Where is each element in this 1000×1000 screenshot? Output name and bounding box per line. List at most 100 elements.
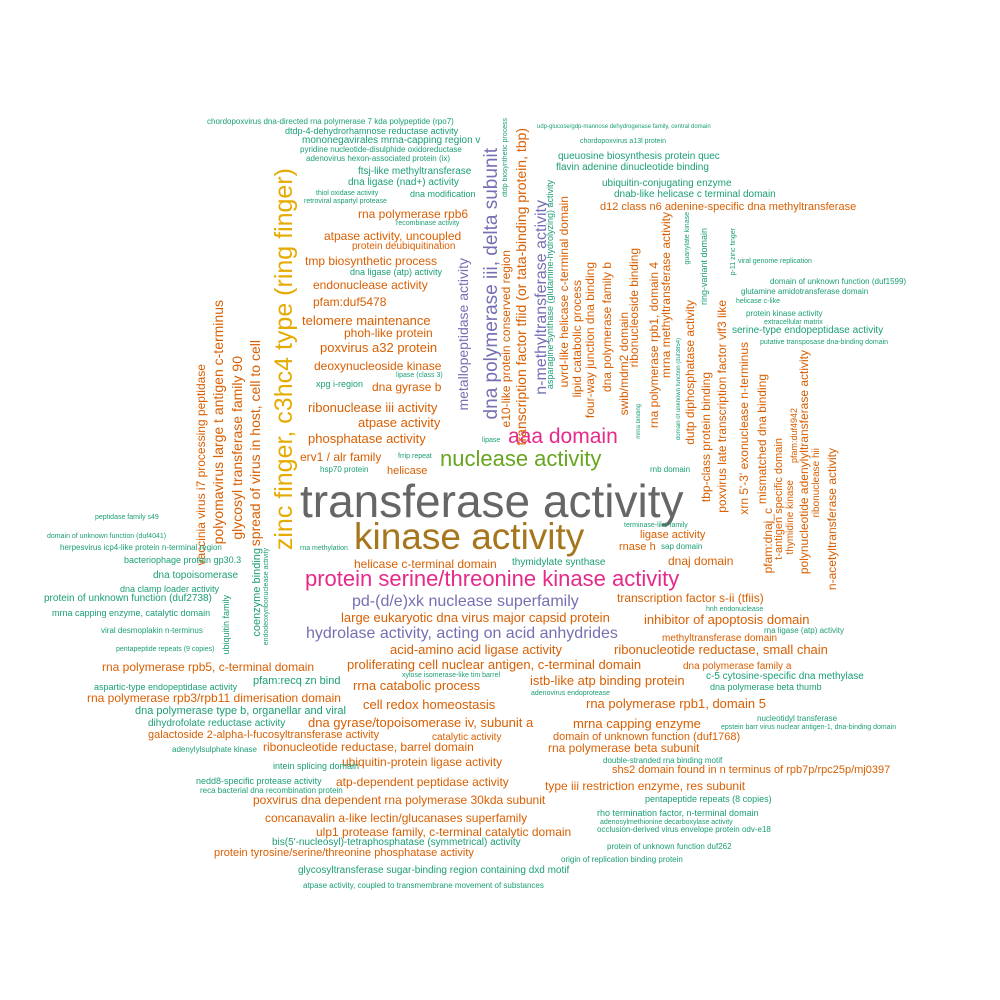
word: intein splicing domain xyxy=(273,761,360,771)
word: inhibitor of apoptosis domain xyxy=(644,612,810,627)
word: kinase activity xyxy=(354,516,585,557)
word: zinc finger, c3hc4 type (ring finger) xyxy=(270,168,298,551)
word: rna polymerase rpb1, domain 5 xyxy=(586,696,766,711)
word: asparagine synthase (glutamine-hydrolyzi… xyxy=(545,180,555,390)
word: serine-type endopeptidase activity xyxy=(732,325,884,336)
word: sap domain xyxy=(661,542,703,551)
word: rna methylation xyxy=(300,545,348,552)
word: n-acetyltransferase activity xyxy=(825,448,839,591)
word: ubiquitin-conjugating enzyme xyxy=(602,178,732,189)
word: nedd8-specific protease activity xyxy=(196,776,322,786)
word: rna polymerase rpb3/rpb11 dimerisation d… xyxy=(87,691,341,705)
word: nuclease activity xyxy=(440,446,602,471)
word: poxvirus dna dependent rna polymerase 30… xyxy=(253,793,546,807)
word: galactoside 2-alpha-l-fucosyltransferase… xyxy=(148,729,380,741)
word: bacteriophage protein gp30.3 xyxy=(124,555,242,565)
word: catalytic activity xyxy=(432,732,502,743)
word: flavin adenine dinucleotide binding xyxy=(556,162,709,173)
word: viral genome replication xyxy=(738,258,812,265)
word: shs2 domain found in n terminus of rpb7p… xyxy=(612,764,891,776)
word: occlusion-derived virus envelope protein… xyxy=(597,825,771,834)
word: mrna methyltransferase activity xyxy=(659,212,673,379)
word: bis(5'-nucleosyl)-tetraphosphatase (symm… xyxy=(272,837,521,848)
word: ligase activity xyxy=(640,529,706,541)
word: ubiquitin-protein ligase activity xyxy=(342,755,503,769)
word: dna polymerase type b, organellar and vi… xyxy=(135,705,346,717)
word: pentapeptide repeats (9 copies) xyxy=(116,646,215,653)
word: uvrd-like helicase c-terminal domain xyxy=(557,196,571,388)
word: dna clamp loader activity xyxy=(120,584,220,594)
word: helicase c-like xyxy=(736,298,780,305)
word: dna ligase (atp) activity xyxy=(350,267,443,277)
word: nucleotidyl transferase xyxy=(757,714,838,723)
word: phoh-like protein xyxy=(344,326,433,340)
word: hydrolase activity, acting on acid anhyd… xyxy=(306,625,618,642)
word: putative transposase dna-binding domain xyxy=(760,339,889,346)
word: mrna binding xyxy=(636,404,642,439)
word: ring-variant domain xyxy=(699,228,709,306)
word: frrip repeat xyxy=(398,453,432,460)
word: origin of replication binding protein xyxy=(561,855,683,864)
word: pfam:duf4942 xyxy=(789,408,799,464)
word: endonuclease activity xyxy=(313,278,428,292)
word: ribonucleotide reductase, small chain xyxy=(614,642,828,657)
word: protein serine/threonine kinase activity xyxy=(305,566,680,591)
word: adenovirus hexon-associated protein (ix) xyxy=(306,154,451,163)
word: endodeoxyribonuclease activity xyxy=(263,548,270,646)
word: ribonuclease iii activity xyxy=(308,400,438,415)
word: dna gyrase/topoisomerase iv, subunit a xyxy=(308,715,534,730)
word: dihydrofolate reductase activity xyxy=(148,718,286,729)
word: pfam:recq zn bind xyxy=(253,675,341,687)
word: rnase h xyxy=(619,541,656,553)
word: e10-like protein conserved region xyxy=(499,250,513,428)
word: protein tyrosine/serine/threonine phosph… xyxy=(214,847,474,859)
word: ftsj-like methyltransferase xyxy=(358,166,472,177)
word: recombinase activity xyxy=(396,220,460,227)
word: istb-like atp binding protein xyxy=(530,673,685,688)
word: transferase activity xyxy=(300,475,684,527)
word: pd-(d/e)xk nuclease superfamily xyxy=(352,593,579,610)
word: adenylylsulphate kinase xyxy=(172,745,257,754)
word: adenovirus endoprotease xyxy=(531,690,611,697)
word: deoxynucleoside kinase xyxy=(314,359,442,373)
word: domain of unknown function (duf1599) xyxy=(770,277,907,286)
word: methyltransferase domain xyxy=(662,633,778,644)
word: chordopoxvirus dna-directed rna polymera… xyxy=(207,117,454,126)
word: pentapeptide repeats (8 copies) xyxy=(645,794,772,804)
word: dna modification xyxy=(410,189,476,199)
word: spread of virus in host, cell to cell xyxy=(247,340,263,547)
word: lipase (class 3) xyxy=(396,372,443,379)
word: rna polymerase rpb6 xyxy=(358,207,469,221)
word: ribonucleoside binding xyxy=(627,248,641,368)
word: guanylate kinase xyxy=(684,212,691,265)
word: transcription factor s-ii (tfiis) xyxy=(617,591,764,605)
word: adenosylmethionine decarboxylase activit… xyxy=(600,819,733,826)
word: rrna catabolic process xyxy=(353,678,481,693)
word: extracellular matrix xyxy=(764,319,823,326)
word: dna polymerase family a xyxy=(683,661,792,672)
word: viral desmoplakin n-terminus xyxy=(101,626,203,635)
word: dtdp biosynthetic process xyxy=(502,118,509,197)
word: acid-amino acid ligase activity xyxy=(390,642,562,657)
word: dna polymerase family b xyxy=(600,262,614,393)
word: hnh endonuclease xyxy=(706,606,764,613)
word: chordopoxvirus a13l protein xyxy=(580,138,666,145)
word: proliferating cell nuclear antigen, c-te… xyxy=(347,657,642,672)
word: rna polymerase beta subunit xyxy=(548,741,700,755)
word: tbp-class protein binding xyxy=(699,372,713,503)
word: atp-dependent peptidase activity xyxy=(336,775,509,789)
word: reca bacterial dna recombination protein xyxy=(200,786,343,795)
word: dtdp-4-dehydrorhamnose reductase activit… xyxy=(285,126,459,136)
word: metallopeptidase activity xyxy=(455,258,471,411)
word: rnb domain xyxy=(650,465,691,474)
word: protein deubiquitination xyxy=(352,241,456,252)
word: vaccinia virus i7 processing peptidase xyxy=(194,364,208,566)
word: ribonucleotide reductase, barrel domain xyxy=(263,740,474,754)
word: ulp1 protease family, c-terminal catalyt… xyxy=(316,825,572,839)
word: large eukaryotic dna virus major capsid … xyxy=(341,610,610,625)
word: xpg i-region xyxy=(316,379,364,389)
word: mismatched dna binding xyxy=(755,374,769,505)
word: glycosyltransferase sugar-binding region… xyxy=(298,865,570,876)
word: pyridine nucleotide-disulphide oxidoredu… xyxy=(300,145,462,154)
word: domain of unknown function (duf4041) xyxy=(47,533,167,540)
